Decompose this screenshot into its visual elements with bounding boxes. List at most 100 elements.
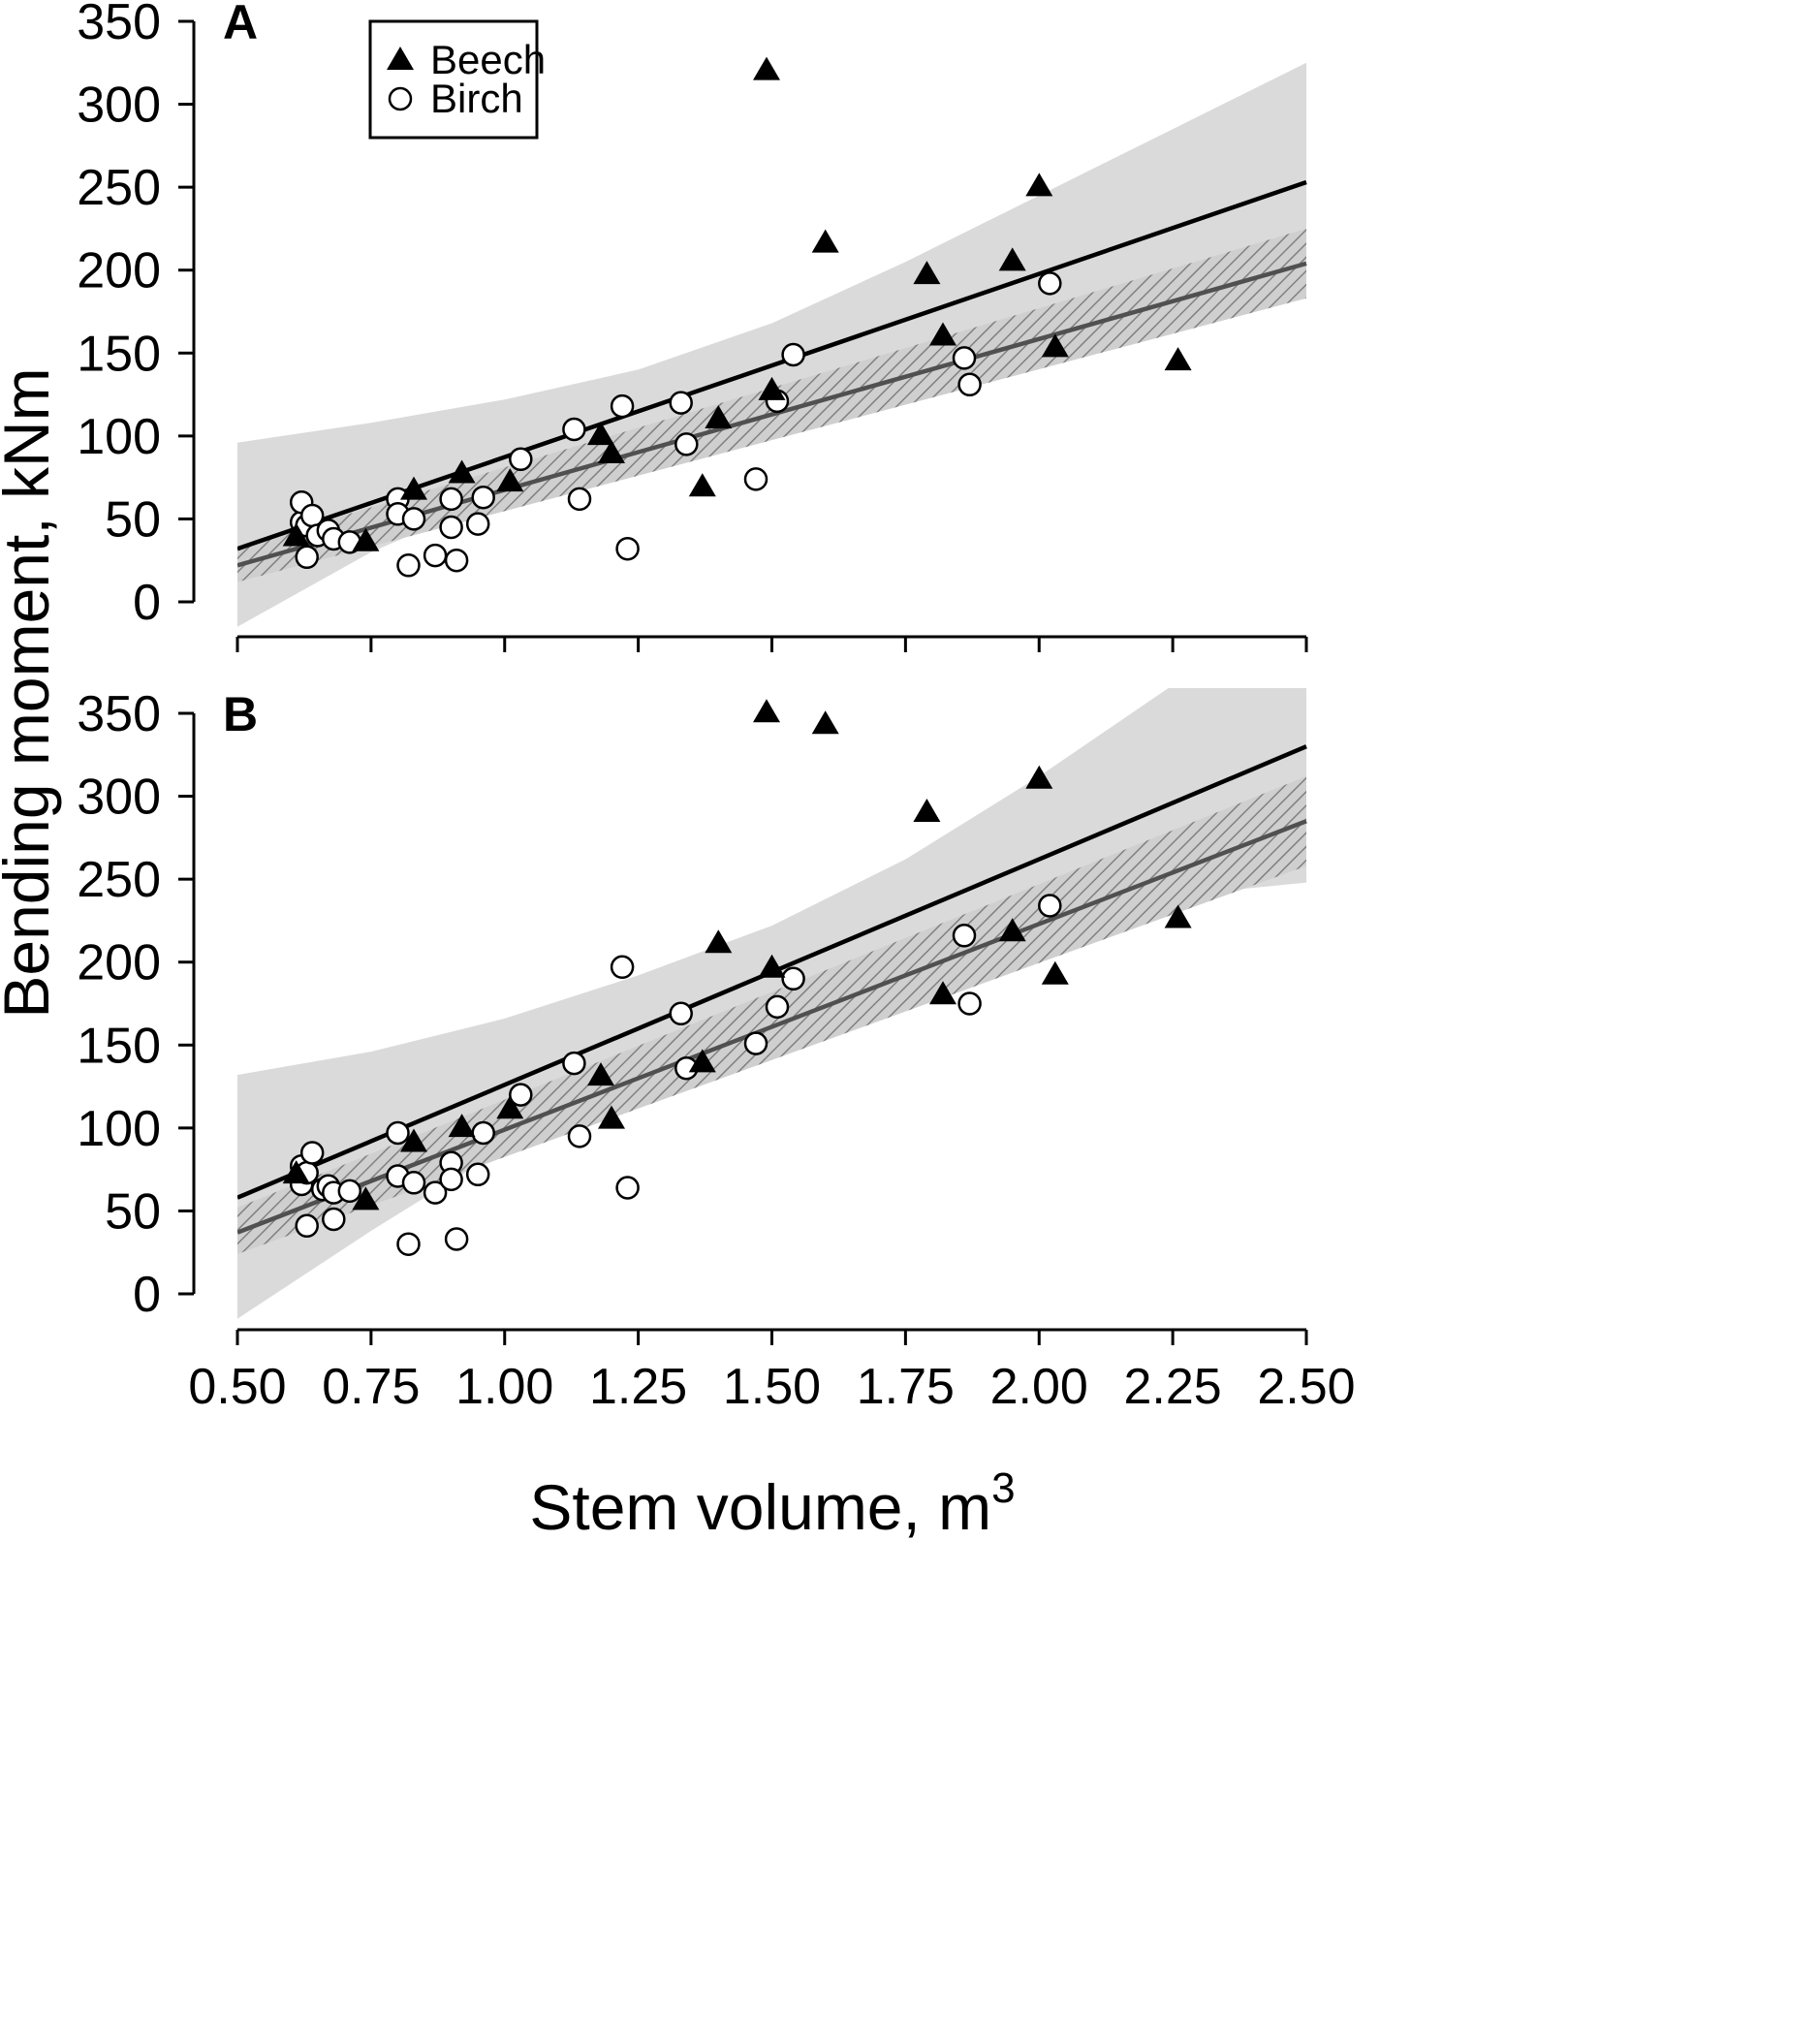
panel-b-birch-point-12 <box>396 1232 421 1256</box>
panel-b-y-ticks: 0 50 100 150 200 250 300 350 <box>77 686 194 1323</box>
panel-a-beech-confidence-band <box>237 62 1306 627</box>
panel-b-y-tick-label-3: 150 <box>77 1018 161 1074</box>
panel-b-beech-point-2 <box>400 1128 427 1152</box>
panel-b-birch-point-13 <box>401 1171 426 1195</box>
panel-a-y-tick-label-5: 250 <box>77 160 161 216</box>
panel-b-y-tick-label-1: 50 <box>105 1183 161 1240</box>
panel-b-beech-point-8 <box>705 929 733 954</box>
panel-b-y-tick-label-7: 350 <box>77 686 161 742</box>
panel-a-birch-point-20 <box>562 417 586 442</box>
panel-a-y-tick-label-7: 350 <box>77 0 161 50</box>
panel-a-birch-point-17 <box>465 512 490 536</box>
panel-a-birch-point-18 <box>471 485 495 510</box>
panel-b-beech-point-0 <box>282 1160 310 1184</box>
panel-b-birch-point-31 <box>957 991 982 1016</box>
panel-b-birch-point-32 <box>1038 894 1062 918</box>
panel-a-birch-point-21 <box>567 487 592 512</box>
panel-a-beech-point-14 <box>998 247 1026 271</box>
y-axis-title: Bending moment, kNm <box>0 367 62 1018</box>
panel-b-beech-point-14 <box>998 918 1026 942</box>
panel-b-birch-point-29 <box>781 966 805 991</box>
panel-a-y-ticks: 0 50 100 150 200 250 300 350 <box>77 0 194 631</box>
panel-b-birch-point-24 <box>615 1176 640 1200</box>
panel-b-birch-point-4 <box>299 1141 325 1165</box>
panel-a-birch-point-15 <box>439 515 463 540</box>
panel-a-y-tick-label-6: 300 <box>77 78 161 134</box>
panel-a-birch-point-22 <box>610 393 635 419</box>
panel-b-beech-point-1 <box>352 1186 380 1211</box>
panel-a-x-ticks <box>235 637 1308 652</box>
panel-b-birch-fit-line <box>237 819 1307 1235</box>
panel-b-birch-point-19 <box>471 1120 495 1146</box>
panel-b-y-tick-label-0: 0 <box>133 1267 161 1323</box>
panel-a-birch-point-26 <box>743 467 768 491</box>
panel-b-beech-point-3 <box>448 1114 476 1138</box>
panel-a-birch-point-14 <box>439 487 463 512</box>
x-axis-title-text: Stem volume, m <box>529 1471 991 1543</box>
panel-b-birch-point-27 <box>743 1031 768 1055</box>
x-axis-title: Stem volume, m3 <box>529 1464 1015 1543</box>
panel-a-birch-point-29 <box>952 346 977 370</box>
legend-birch-label: Birch <box>430 76 523 121</box>
panel-b-beech-point-16 <box>1041 960 1069 985</box>
panel-b-x-ticks: 0.50 0.75 1.00 1.25 1.50 1.75 2.00 2.25 2.50 <box>188 1330 1356 1415</box>
panel-a-beech-point-5 <box>587 422 614 446</box>
panel-a-data-points <box>282 56 1192 578</box>
panel-a-birch-point-19 <box>509 447 533 472</box>
panel-a-birch-point-11 <box>396 553 421 578</box>
x-axis-title-superscript: 3 <box>991 1464 1015 1512</box>
x-tick-label-0: 0.50 <box>188 1359 286 1415</box>
panel-a-beech-point-7 <box>688 473 716 497</box>
panel-b-data-points <box>282 699 1192 1256</box>
panel-b-y-tick-label-5: 250 <box>77 852 161 908</box>
x-tick-label-8: 2.50 <box>1257 1359 1355 1415</box>
panel-a-label: A <box>223 0 258 49</box>
panel-a-birch-point-24 <box>669 391 693 415</box>
panel-a-beech-point-4 <box>496 468 524 492</box>
panel-a-beech-point-3 <box>448 459 476 484</box>
panel-a-y-tick-label-0: 0 <box>133 575 161 631</box>
legend-beech-marker-icon <box>387 47 414 70</box>
panel-a-birch-point-30 <box>957 372 982 397</box>
panel-b-label: B <box>223 687 258 741</box>
panel-a-beech-point-0 <box>282 522 310 547</box>
panel-b-birch-point-10 <box>386 1120 410 1146</box>
panel-b-birch-point-21 <box>562 1051 586 1076</box>
panel-b-birch-point-17 <box>444 1227 469 1251</box>
panel-b-beech-point-11 <box>811 710 839 735</box>
panel-a-beech-point-6 <box>598 440 625 463</box>
panel-b-beech-point-15 <box>1025 765 1053 789</box>
panel-b-birch-point-14 <box>423 1180 448 1205</box>
panel-b-birch-point-8 <box>322 1207 346 1232</box>
panel-b-birch-point-3 <box>295 1213 319 1239</box>
panel-a-y-tick-label-1: 50 <box>105 491 161 548</box>
panel-a-birch-point-23 <box>615 536 640 561</box>
panel-b-beech-point-12 <box>913 799 941 822</box>
panel-a: 0 50 100 150 200 250 300 350 A Beech Birch <box>77 0 1308 652</box>
panel-b-y-tick-label-4: 200 <box>77 935 161 991</box>
panel-b-beech-point-13 <box>929 981 957 1005</box>
legend-beech-label: Beech <box>430 37 546 82</box>
panel-b-beech-point-5 <box>587 1062 614 1086</box>
panel-a-beech-point-10 <box>758 376 786 400</box>
panel-b-birch-point-18 <box>465 1162 490 1187</box>
x-tick-label-6: 2.00 <box>990 1359 1088 1415</box>
panel-a-birch-point-31 <box>1038 271 1062 296</box>
panel-a-beech-point-16 <box>1041 333 1069 358</box>
panel-a-birch-point-28 <box>781 342 805 367</box>
panel-b-birch-point-28 <box>765 994 790 1020</box>
panel-a-beech-point-8 <box>705 405 733 428</box>
x-tick-label-7: 2.25 <box>1124 1359 1222 1415</box>
panel-a-birch-point-16 <box>444 548 469 573</box>
panel-a-beech-point-17 <box>1164 347 1192 371</box>
panel-b: 0 50 100 150 200 250 300 350 0.50 0.75 1.00 1.25 1.… <box>77 686 1356 1415</box>
panel-b-birch-point-16 <box>439 1167 463 1192</box>
panel-a-birch-point-25 <box>674 432 699 456</box>
panel-b-beech-point-7 <box>688 1049 716 1073</box>
panel-a-y-tick-label-4: 200 <box>77 243 161 299</box>
x-tick-label-4: 1.50 <box>723 1359 821 1415</box>
panel-a-y-tick-label-3: 150 <box>77 326 161 382</box>
panel-b-birch-point-22 <box>567 1124 592 1148</box>
panel-b-y-tick-label-2: 100 <box>77 1101 161 1157</box>
